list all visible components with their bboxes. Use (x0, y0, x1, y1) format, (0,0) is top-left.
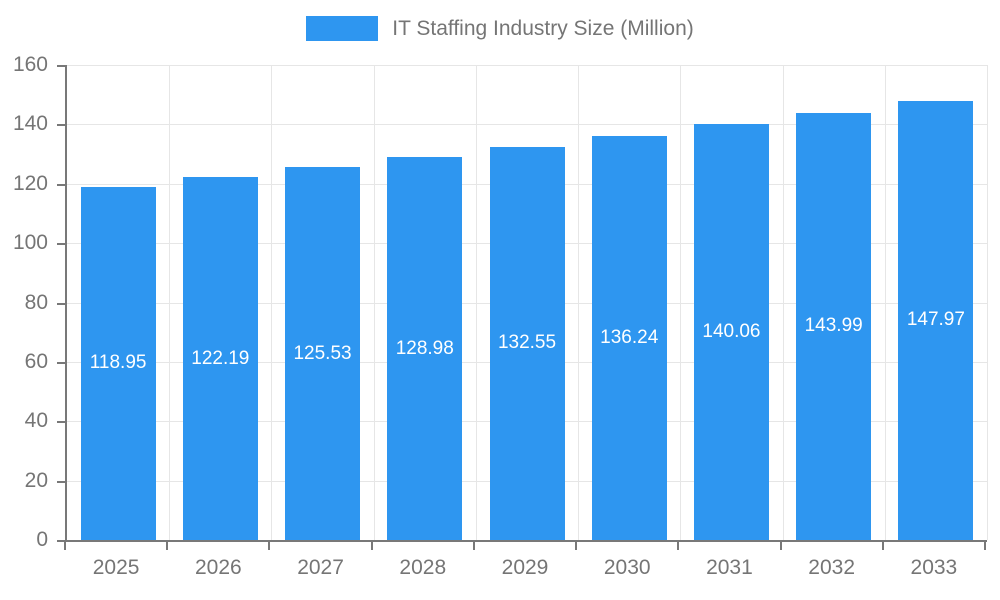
y-axis-tick-label: 0 (36, 528, 48, 551)
v-gridline (475, 65, 477, 540)
y-axis-tick (57, 183, 65, 186)
y-axis-tick-label: 20 (24, 468, 48, 492)
y-axis-tick-label: 40 (24, 409, 48, 433)
x-axis-category-label: 2031 (706, 556, 753, 579)
bar-2030[interactable]: 136.24 (591, 135, 667, 540)
y-axis-tick (57, 540, 65, 542)
y-axis-tick (57, 124, 65, 127)
h-gridline (67, 124, 987, 126)
x-axis-tick (984, 542, 986, 550)
legend[interactable]: IT Staffing Industry Size (Million) (0, 16, 1000, 41)
v-gridline (680, 65, 682, 540)
v-gridline (169, 65, 171, 540)
v-gridline (373, 65, 375, 540)
bar-value-label: 118.95 (89, 352, 147, 374)
y-axis-tick (57, 302, 65, 305)
bar-value-label: 140.06 (702, 321, 761, 343)
y-axis-tick (57, 361, 65, 364)
v-gridline (987, 65, 988, 540)
y-axis-tick (57, 421, 65, 424)
bar-value-label: 147.97 (906, 309, 965, 331)
x-axis-category-label: 2030 (603, 556, 651, 579)
y-axis-tick-label: 120 (12, 171, 48, 195)
y-axis-tick (57, 65, 65, 67)
bar-2032[interactable]: 143.99 (796, 112, 872, 540)
bar-value-label: 125.53 (293, 342, 352, 364)
h-gridline (67, 65, 987, 66)
x-axis-tick (370, 542, 373, 550)
x-axis-tick (268, 542, 271, 550)
x-axis-category-label: 2033 (910, 556, 958, 579)
bar-value-label: 132.55 (497, 332, 557, 354)
bar-2027[interactable]: 125.53 (285, 167, 361, 540)
bar-2031[interactable]: 140.06 (693, 124, 769, 540)
y-axis-tick-label: 160 (12, 53, 48, 76)
bar-value-label: 136.24 (600, 326, 659, 348)
legend-label: IT Staffing Industry Size (Million) (392, 16, 694, 40)
y-axis-tick-label: 60 (24, 349, 48, 373)
x-axis-tick (166, 542, 169, 550)
x-axis-tick (64, 542, 66, 550)
legend-swatch (306, 16, 379, 41)
v-gridline (271, 65, 273, 540)
x-axis-tick (881, 542, 884, 550)
bar-value-label: 128.98 (395, 337, 454, 359)
v-gridline (884, 65, 886, 540)
v-gridline (782, 65, 784, 540)
x-axis-category-label: 2026 (194, 556, 242, 579)
bar-value-label: 122.19 (191, 347, 250, 369)
y-axis-tick-label: 80 (24, 290, 48, 314)
bar-2026[interactable]: 122.19 (182, 177, 258, 540)
y-axis-tick-label: 140 (12, 112, 48, 136)
x-axis-tick (575, 542, 578, 550)
bar-2025[interactable]: 118.95 (80, 186, 156, 540)
v-gridline (578, 65, 580, 540)
x-axis-category-label: 2032 (808, 556, 856, 579)
plot-area: 118.95 122.19 125.53 128.98 132.55 136.24 140.… (65, 65, 988, 542)
x-axis-tick (472, 542, 475, 550)
x-axis-category-label: 2025 (92, 556, 140, 579)
x-axis-category-label: 2028 (399, 556, 447, 579)
bar-value-label: 143.99 (804, 315, 863, 337)
y-axis-tick (57, 243, 65, 246)
bar-2028[interactable]: 128.98 (387, 157, 463, 540)
bar-2033[interactable]: 147.97 (898, 100, 974, 540)
x-axis-category-label: 2029 (501, 556, 549, 579)
x-axis-tick (779, 542, 782, 550)
x-axis-category-label: 2027 (297, 556, 344, 579)
y-axis-tick (57, 480, 65, 483)
x-axis-tick (677, 542, 680, 550)
bar-2029[interactable]: 132.55 (489, 146, 565, 540)
y-axis-tick-label: 100 (12, 231, 48, 255)
